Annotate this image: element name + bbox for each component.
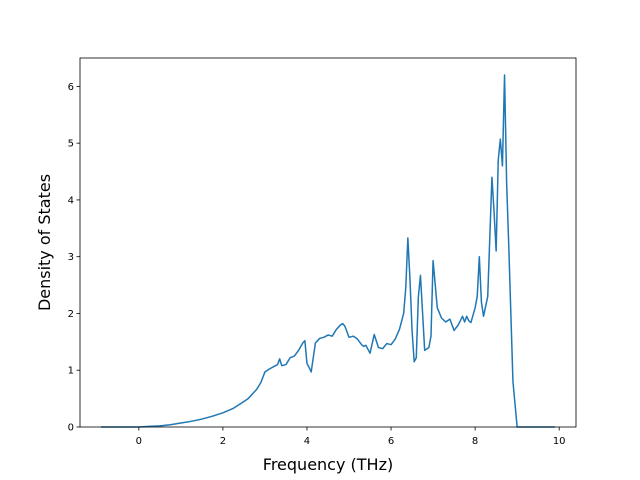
y-axis-label: Density of States — [35, 174, 54, 311]
x-tick-label: 8 — [472, 436, 478, 447]
x-axis-label: Frequency (THz) — [263, 455, 393, 474]
y-tick-label: 6 — [68, 82, 74, 93]
x-tick-label: 0 — [136, 436, 142, 447]
dos-series-line — [101, 74, 555, 428]
y-tick-label: 3 — [68, 252, 74, 263]
x-tick-label: 6 — [388, 436, 394, 447]
y-tick-label: 5 — [68, 139, 74, 150]
x-tick-label: 10 — [553, 436, 566, 447]
y-tick-label: 0 — [68, 423, 74, 434]
plot-background — [80, 58, 576, 427]
x-tick-label: 2 — [220, 436, 226, 447]
x-tick-label: 4 — [304, 436, 310, 447]
ticks-layer: 0 2 4 6 8 10 0 1 2 3 4 5 6 — [68, 82, 566, 447]
y-tick-label: 4 — [68, 195, 74, 206]
y-tick-label: 2 — [68, 309, 74, 320]
plot-frame — [79, 57, 577, 428]
y-tick-label: 1 — [68, 366, 74, 377]
